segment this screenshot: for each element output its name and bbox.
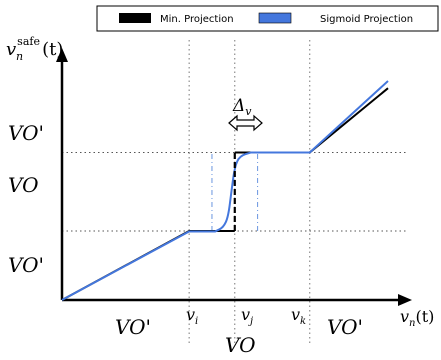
- y-region-bot: VO': [8, 253, 44, 277]
- tick-vk: vk: [291, 305, 306, 327]
- y-axis-label: vsafe n (t): [6, 35, 63, 63]
- tick-vi: vi: [186, 305, 198, 327]
- delta-label: Δv: [232, 96, 252, 118]
- legend-swatch-sigmoid: [258, 12, 292, 24]
- reference-lines: [62, 40, 408, 345]
- series-lines: [61, 80, 389, 301]
- series-min-projection: [61, 229, 235, 301]
- x-axis-label: vn(t): [400, 307, 434, 329]
- y-region-top: VO': [8, 121, 44, 145]
- y-axis-arrow-icon: [56, 48, 68, 62]
- x-region-left: VO': [115, 315, 151, 339]
- double-arrow-icon: [228, 114, 263, 132]
- series-sigmoid-projection: [61, 80, 389, 301]
- legend-label-min: Min. Projection: [160, 14, 234, 25]
- x-region-right: VO': [327, 315, 363, 339]
- x-region-mid: VO: [225, 333, 256, 357]
- delta-annotation: Δv: [228, 96, 263, 132]
- legend-label-sigmoid: Sigmoid Projection: [320, 14, 413, 25]
- y-region-mid: VO: [8, 173, 39, 197]
- x-axis-arrow-icon: [398, 294, 412, 306]
- tick-vj: vj: [241, 305, 253, 327]
- legend-swatch-min: [119, 13, 151, 23]
